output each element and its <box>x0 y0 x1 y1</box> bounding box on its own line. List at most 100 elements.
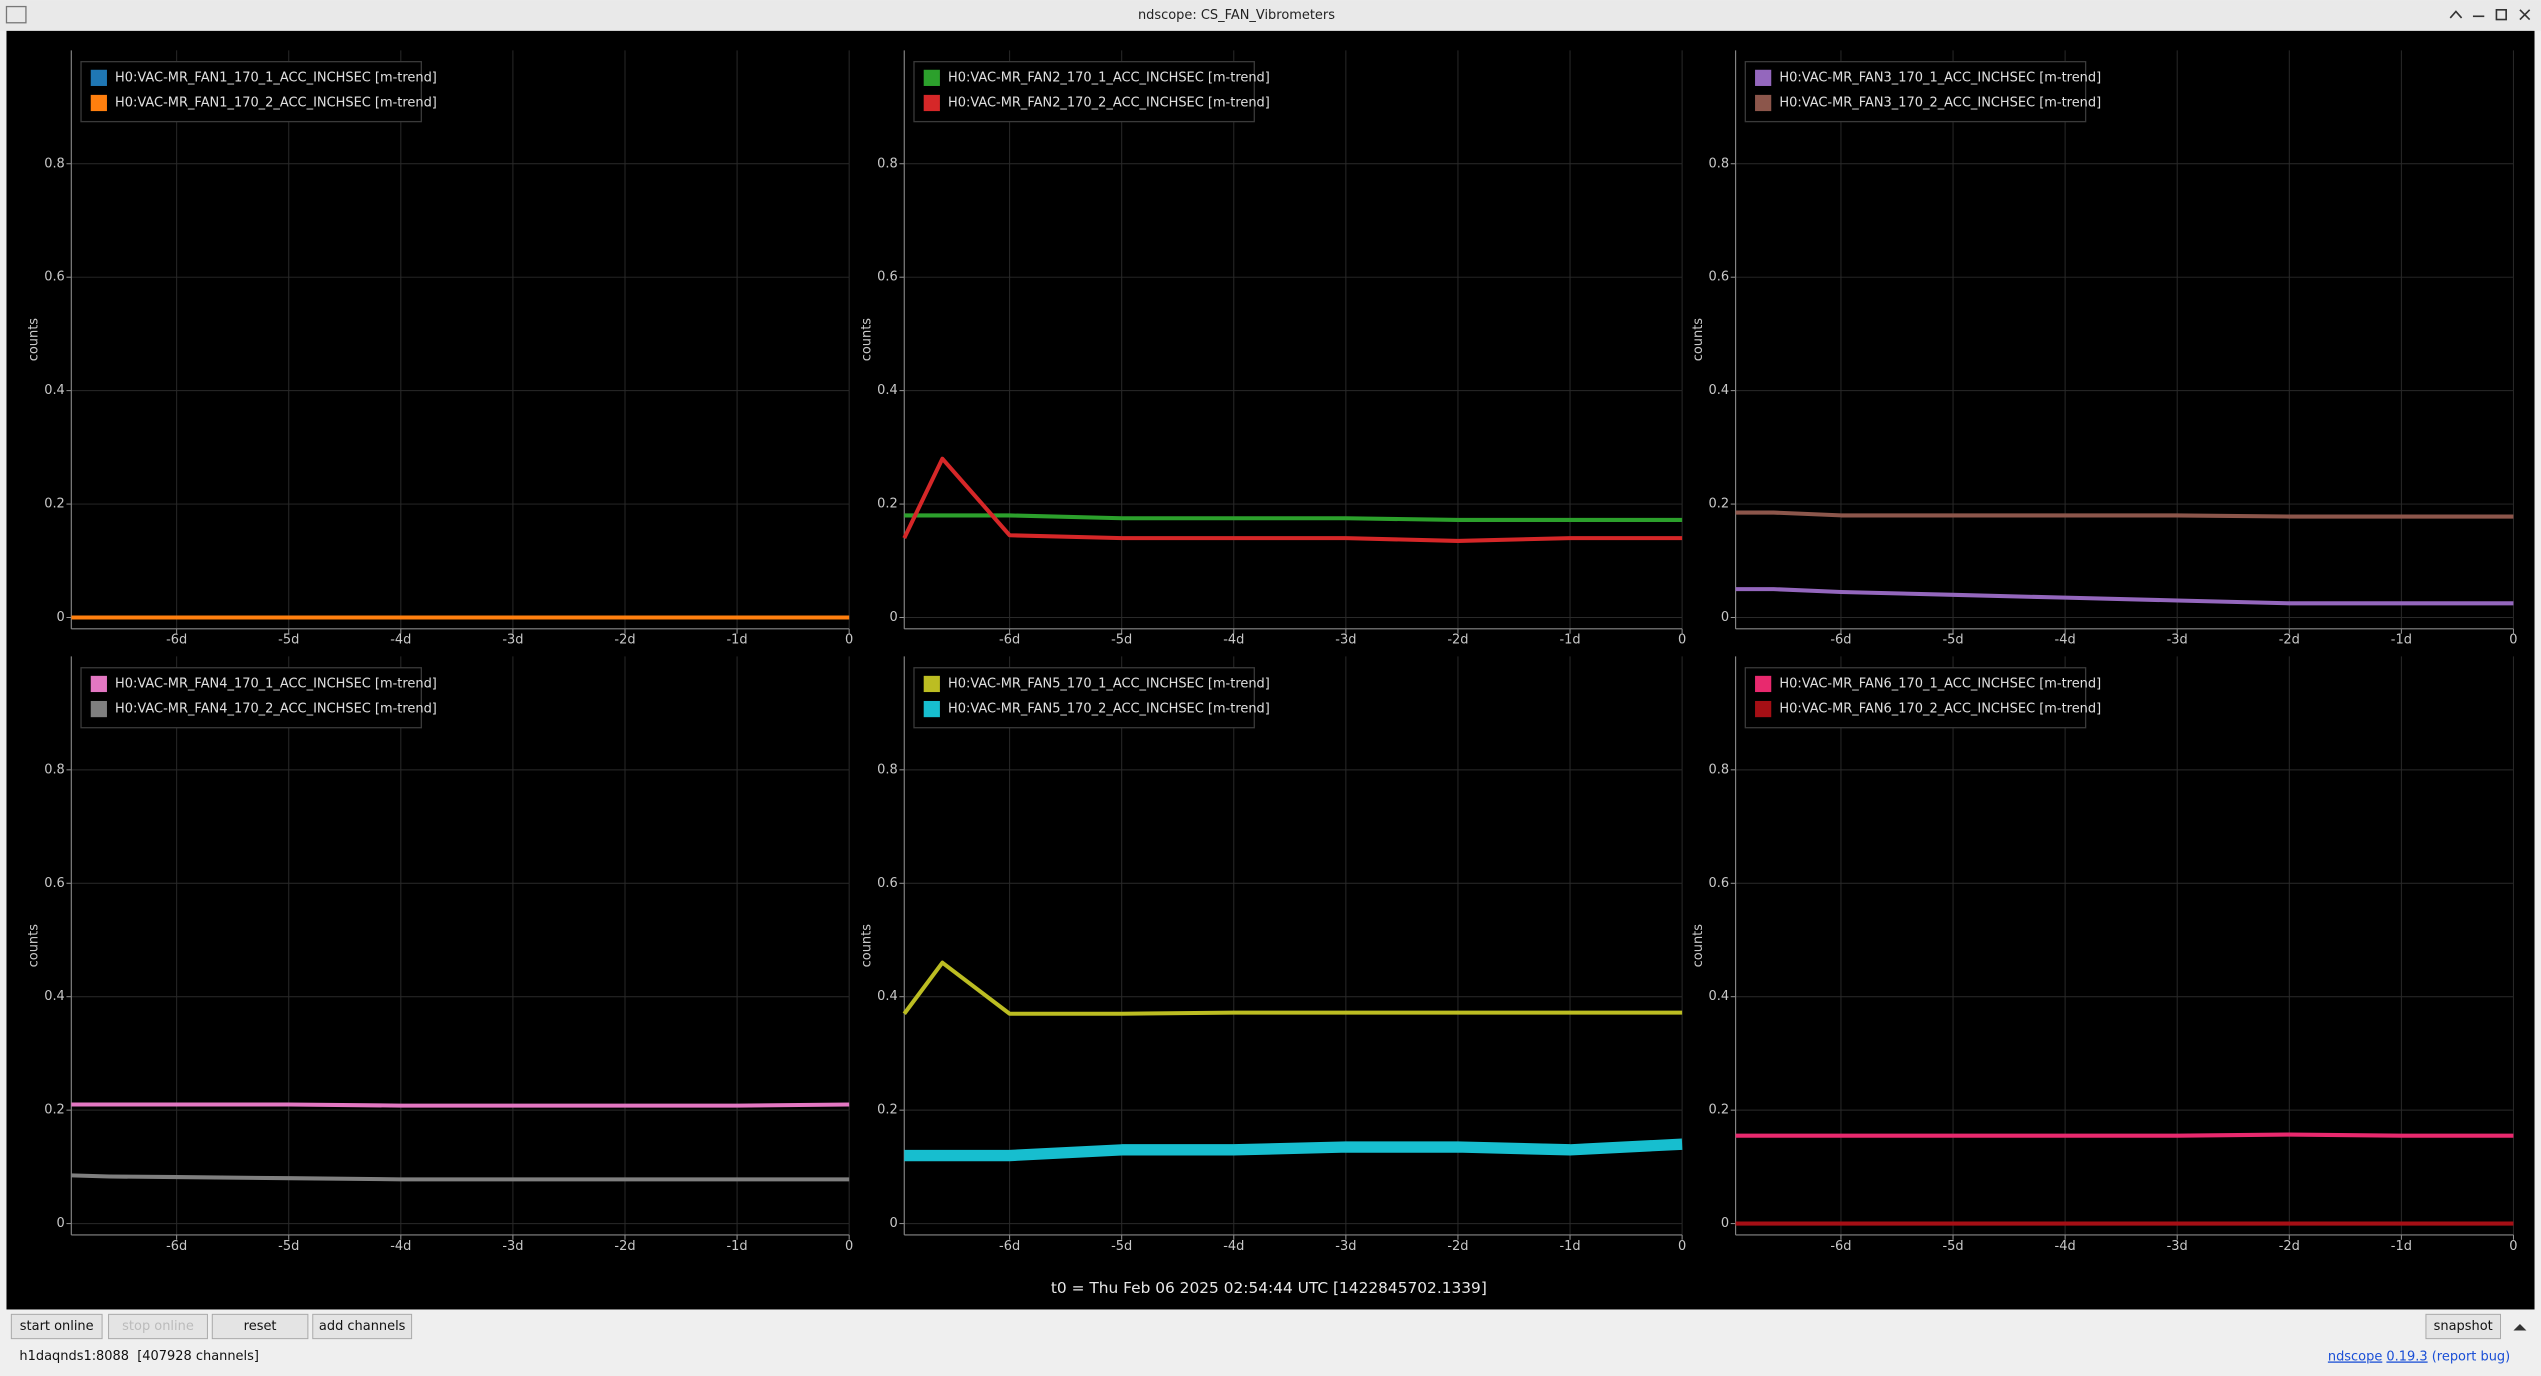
y-tick-label: 0.2 <box>877 497 898 512</box>
x-tick-label: -5d <box>1942 633 1963 648</box>
y-tick-label: 0.8 <box>44 156 65 171</box>
y-tick-label: 0.2 <box>1709 497 1730 512</box>
x-tick-label: -2d <box>2279 1239 2300 1254</box>
toolbar-button-label[interactable]: add channels <box>319 1319 406 1334</box>
y-axis-label: counts <box>1691 318 1706 362</box>
report-link[interactable]: (report bug) <box>2432 1349 2510 1364</box>
y-axis-label: counts <box>27 924 42 968</box>
shade-button[interactable] <box>2449 10 2463 19</box>
y-axis-label: counts <box>859 924 874 968</box>
legend-box <box>80 667 422 729</box>
series-line <box>1735 587 2514 606</box>
legend-swatch <box>1755 69 1772 86</box>
x-tick-label: -6d <box>999 633 1020 648</box>
toolbar-button-label[interactable]: start online <box>20 1319 94 1334</box>
y-tick-label: 0.6 <box>877 876 898 891</box>
chart-panel: -6d -5d -4d -3d -2d -1d 0 0 0.2 0.4 0.6 0.8 counts H0… <box>1691 50 2518 648</box>
maximize-button[interactable] <box>2495 8 2507 21</box>
y-tick-label: 0.4 <box>1709 989 1730 1004</box>
y-tick-label: 0.8 <box>877 762 898 777</box>
x-tick-label: -2d <box>614 1239 635 1254</box>
x-tick-label: 0 <box>1678 633 1686 648</box>
legend-swatch <box>923 94 940 112</box>
x-tick-label: 0 <box>2509 633 2517 648</box>
y-tick-label: 0.4 <box>44 989 65 1004</box>
x-tick-label: -1d <box>2391 633 2412 648</box>
y-tick-label: 0.2 <box>1709 1103 1730 1118</box>
x-tick-label: -4d <box>1223 633 1244 648</box>
y-tick-label: 0.8 <box>1709 156 1730 171</box>
snapshot-button[interactable] <box>2425 1313 2501 1340</box>
chart-panel: -6d -5d -4d -3d -2d -1d 0 0 0.2 0.4 0.6 0.8 counts H0… <box>27 50 853 648</box>
x-tick-label: -1d <box>1559 1239 1580 1254</box>
y-tick-label: 0.2 <box>44 1103 65 1118</box>
x-tick-label: -3d <box>2167 633 2188 648</box>
y-tick-label: 0.6 <box>44 270 65 285</box>
toolbar-button <box>108 1313 208 1340</box>
close-button[interactable] <box>2519 9 2531 21</box>
x-tick-label: -6d <box>999 1239 1020 1254</box>
y-tick-label: 0 <box>890 1216 898 1231</box>
series-line <box>1735 1132 2514 1138</box>
title-bar <box>0 0 2541 31</box>
y-tick-label: 0.4 <box>1709 383 1730 398</box>
legend-box <box>913 61 1255 123</box>
x-tick-label: -4d <box>1223 1239 1244 1254</box>
legend-label: H0:VAC-MR_FAN6_170_2_ACC_INCHSEC [m-tren… <box>1779 702 2101 717</box>
plots: -6d -5d -4d -3d -2d -1d 0 0 0.2 0.4 0.6 0.8 counts H0… <box>27 50 2518 1254</box>
series-line <box>71 1173 850 1182</box>
legend-label: H0:VAC-MR_FAN1_170_1_ACC_INCHSEC [m-tren… <box>115 70 437 85</box>
legend-label: H0:VAC-MR_FAN2_170_2_ACC_INCHSEC [m-tren… <box>948 95 1270 110</box>
legend: H0:VAC-MR_FAN2_170_1_ACC_INCHSEC [m-tren… <box>913 61 1270 123</box>
y-tick-label: 0.8 <box>1709 762 1730 777</box>
legend-label: H0:VAC-MR_FAN4_170_2_ACC_INCHSEC [m-tren… <box>115 702 437 717</box>
y-tick-label: 0 <box>1721 1216 1729 1231</box>
t0-label: t0 = Thu Feb 06 2025 02:54:44 UTC [14228… <box>1051 1279 1487 1297</box>
x-tick-label: -5d <box>1942 1239 1963 1254</box>
app-link[interactable]: ndscope <box>2328 1349 2382 1364</box>
chart-panel: -6d -5d -4d -3d -2d -1d 0 0 0.2 0.4 0.6 0.8 counts H0… <box>859 50 1686 648</box>
legend-label: H0:VAC-MR_FAN4_170_1_ACC_INCHSEC [m-tren… <box>115 676 437 691</box>
legend-swatch <box>1755 94 1772 112</box>
legend-label: H0:VAC-MR_FAN1_170_2_ACC_INCHSEC [m-tren… <box>115 95 437 110</box>
y-tick-label: 0 <box>1721 610 1729 625</box>
version-link[interactable]: 0.19.3 <box>2386 1349 2427 1364</box>
toolbar-button[interactable] <box>312 1313 413 1340</box>
legend-label: H0:VAC-MR_FAN3_170_1_ACC_INCHSEC [m-tren… <box>1779 70 2101 85</box>
toolbar-button-label[interactable]: reset <box>244 1319 277 1334</box>
expand-toggle[interactable] <box>2513 1324 2527 1331</box>
x-tick-label: -6d <box>166 633 187 648</box>
legend-swatch <box>1755 675 1772 693</box>
x-tick-label: -6d <box>1830 1239 1851 1254</box>
x-tick-label: -3d <box>1335 1239 1356 1254</box>
snapshot-label[interactable]: snapshot <box>2434 1319 2493 1334</box>
y-tick-label: 0.4 <box>877 989 898 1004</box>
x-tick-label: -6d <box>1830 633 1851 648</box>
y-tick-label: 0.4 <box>877 383 898 398</box>
x-tick-label: -4d <box>390 633 411 648</box>
x-tick-label: -4d <box>390 1239 411 1254</box>
legend-swatch <box>90 69 107 86</box>
series-line <box>904 513 1683 522</box>
y-tick-label: 0.6 <box>1709 876 1730 891</box>
legend-swatch <box>90 700 107 718</box>
x-tick-label: -2d <box>1447 1239 1468 1254</box>
chart-panel: -6d -5d -4d -3d -2d -1d 0 0 0.2 0.4 0.6 0.8 counts H0… <box>1691 656 2518 1254</box>
x-tick-label: -2d <box>2279 633 2300 648</box>
y-tick-label: 0.6 <box>877 270 898 285</box>
x-tick-label: -1d <box>1559 633 1580 648</box>
legend-label: H0:VAC-MR_FAN3_170_2_ACC_INCHSEC [m-tren… <box>1779 95 2101 110</box>
y-tick-label: 0 <box>57 610 65 625</box>
legend-swatch <box>923 700 940 718</box>
toolbar-button[interactable] <box>211 1313 309 1340</box>
toolbar: start online stop online reset add channels <box>10 1313 413 1340</box>
x-tick-label: 0 <box>2509 1239 2517 1254</box>
y-axis-label: counts <box>1691 924 1706 968</box>
series-line <box>71 1102 850 1108</box>
legend-label: H0:VAC-MR_FAN2_170_1_ACC_INCHSEC [m-tren… <box>948 70 1270 85</box>
chart-panel: -6d -5d -4d -3d -2d -1d 0 0 0.2 0.4 0.6 0.8 counts H0… <box>859 656 1686 1254</box>
legend: H0:VAC-MR_FAN5_170_1_ACC_INCHSEC [m-tren… <box>913 667 1270 729</box>
toolbar-button[interactable] <box>10 1313 103 1340</box>
x-tick-label: 0 <box>1678 1239 1686 1254</box>
legend: H0:VAC-MR_FAN3_170_1_ACC_INCHSEC [m-tren… <box>1744 61 2101 123</box>
